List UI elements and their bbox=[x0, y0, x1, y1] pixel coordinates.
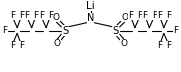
Text: F: F bbox=[48, 11, 53, 20]
Text: F: F bbox=[10, 11, 15, 20]
Text: F: F bbox=[137, 11, 142, 20]
Text: Li: Li bbox=[86, 1, 95, 11]
Text: F: F bbox=[166, 41, 171, 50]
Text: F: F bbox=[143, 11, 148, 20]
Text: O: O bbox=[121, 39, 127, 48]
Text: F: F bbox=[173, 26, 178, 35]
Text: F: F bbox=[19, 11, 24, 20]
Text: O: O bbox=[54, 39, 60, 48]
Text: S: S bbox=[113, 26, 119, 36]
Text: S: S bbox=[62, 26, 68, 36]
Text: F: F bbox=[33, 11, 38, 20]
Text: N: N bbox=[87, 13, 94, 23]
Text: F: F bbox=[157, 11, 162, 20]
Text: F: F bbox=[152, 11, 157, 20]
Text: F: F bbox=[24, 11, 29, 20]
Text: F: F bbox=[128, 11, 133, 20]
Text: F: F bbox=[3, 26, 8, 35]
Text: F: F bbox=[157, 41, 162, 50]
Text: F: F bbox=[166, 11, 171, 20]
Text: O: O bbox=[53, 13, 60, 22]
Text: F: F bbox=[10, 41, 15, 50]
Text: F: F bbox=[19, 41, 24, 50]
Text: F: F bbox=[39, 11, 44, 20]
Text: O: O bbox=[121, 13, 128, 22]
